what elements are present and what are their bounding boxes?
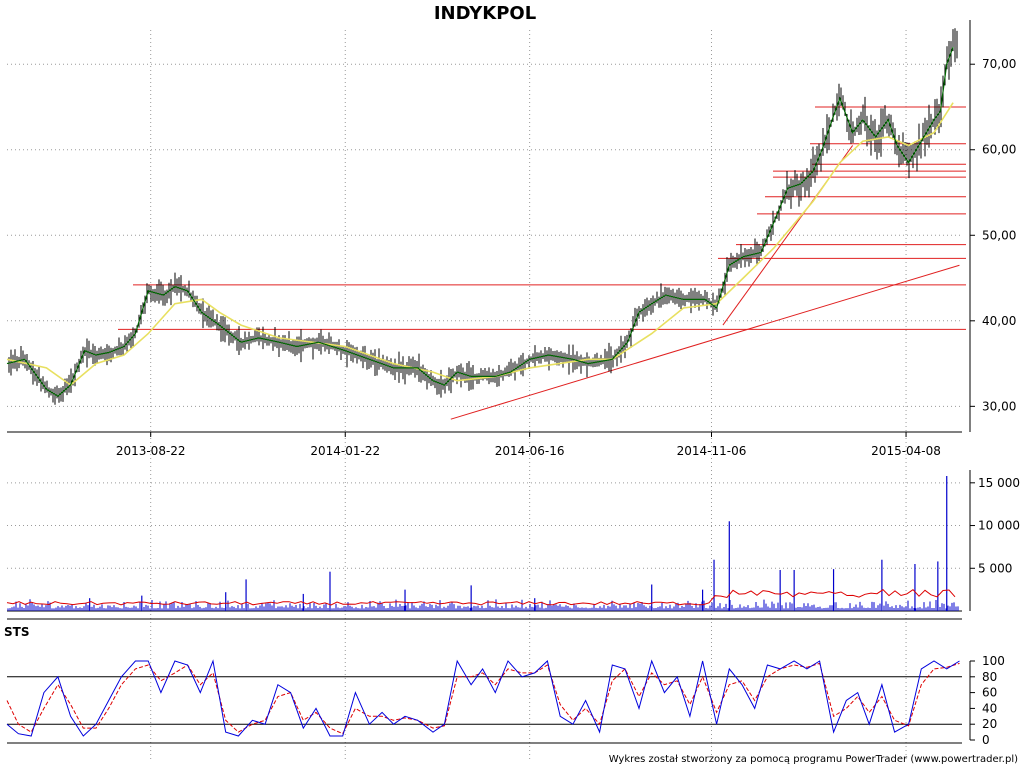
x-tick-label: 2014-11-06 xyxy=(677,444,747,458)
y-tick-label: 70,00 xyxy=(982,57,1016,71)
y-tick-label: 80 xyxy=(982,670,997,684)
moving-average-line xyxy=(6,102,954,387)
y-tick-label: 10 000 xyxy=(978,519,1020,533)
volume-panel: 5 000 10 000 15 000 xyxy=(6,470,1020,620)
y-tick-label: 100 xyxy=(982,654,1005,668)
chart-title: INDYKPOL xyxy=(434,3,536,24)
credit-note: Wykres został stworzony za pomocą progra… xyxy=(609,754,1018,765)
y-tick-label: 0 xyxy=(982,733,990,747)
x-tick-label: 2015-04-08 xyxy=(871,444,941,458)
x-tick-label: 2014-01-22 xyxy=(310,444,380,458)
y-tick-label: 50,00 xyxy=(982,228,1016,242)
stochastic-label: STS xyxy=(4,625,29,639)
y-tick-label: 60 xyxy=(982,686,997,700)
volume-average-line xyxy=(6,589,956,606)
price-line xyxy=(6,46,954,397)
stochastic-k-line xyxy=(6,659,960,737)
x-tick-label: 2013-08-22 xyxy=(116,444,186,458)
x-tick-label: 2014-06-16 xyxy=(495,444,565,458)
y-tick-label: 15 000 xyxy=(978,476,1020,490)
y-tick-label: 40,00 xyxy=(982,314,1016,328)
stochastic-d-line xyxy=(6,662,960,735)
y-tick-label: 40 xyxy=(982,701,997,715)
price-panel: 2013-08-22 2014-01-22 2014-06-16 2014-11-06… xyxy=(6,20,1016,760)
y-tick-label: 5 000 xyxy=(978,561,1012,575)
trend-line xyxy=(450,264,960,420)
y-tick-label: 30,00 xyxy=(982,399,1016,413)
y-tick-label: 20 xyxy=(982,717,997,731)
price-bars xyxy=(8,28,958,405)
y-tick-label: 60,00 xyxy=(982,143,1016,157)
